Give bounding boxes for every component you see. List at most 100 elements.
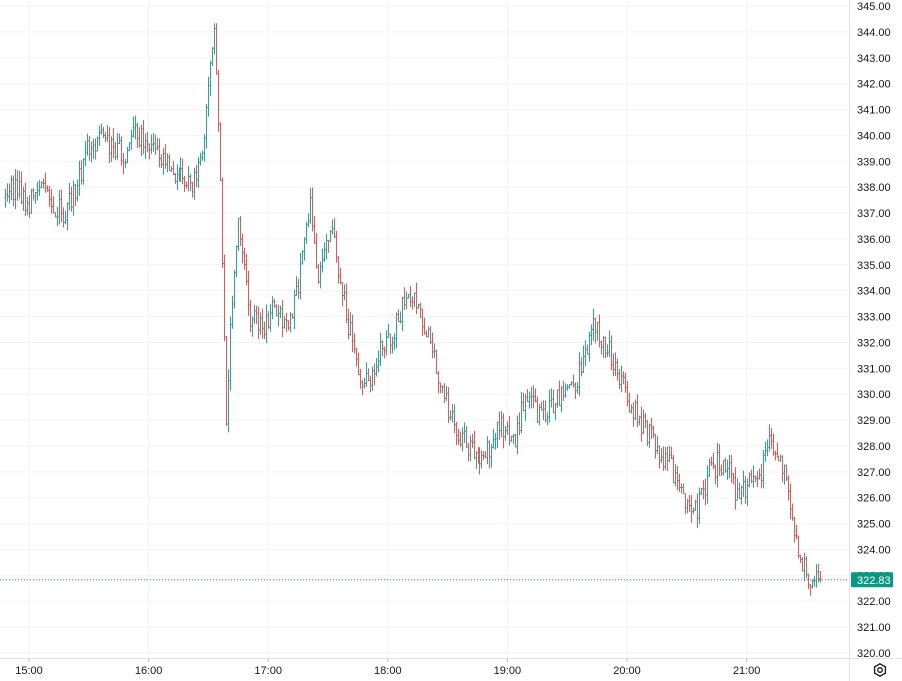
ohlc-bar (540, 401, 543, 411)
ohlc-bar (730, 454, 733, 483)
ohlc-bar (423, 317, 426, 335)
ohlc-bar (660, 447, 663, 463)
chart-settings-button[interactable] (869, 660, 891, 680)
ohlc-bar (237, 217, 240, 252)
ohlc-bar (193, 167, 196, 200)
ohlc-bar (463, 422, 466, 444)
ohlc-bar (506, 421, 509, 435)
ohlc-bar (779, 454, 782, 462)
ohlc-bar (299, 252, 302, 300)
y-tick-label: 345.00 (857, 1, 891, 13)
ohlc-bar (255, 305, 258, 324)
ohlc-bar (604, 336, 607, 359)
ohlc-bar (138, 127, 141, 148)
ohlc-bar (34, 191, 37, 204)
ohlc-bar (588, 331, 591, 362)
ohlc-bar (781, 455, 784, 483)
ohlc-bar (492, 429, 495, 449)
ohlc-bar (345, 283, 348, 324)
ohlc-bar (732, 473, 735, 485)
ohlc-bar (413, 292, 416, 308)
ohlc-bar (532, 385, 535, 409)
ohlc-bar (700, 487, 703, 496)
ohlc-bar (622, 371, 625, 385)
ohlc-bar (391, 336, 394, 354)
ohlc-bar (44, 172, 47, 193)
ohlc-bar (644, 412, 647, 429)
ohlc-bar (48, 185, 51, 207)
ohlc-bar (197, 156, 200, 188)
ohlc-bar (329, 230, 332, 243)
ohlc-bar (339, 267, 342, 285)
ohlc-bar (172, 161, 175, 175)
ohlc-bar (112, 127, 115, 159)
ohlc-bar (80, 160, 83, 185)
ohlc-bar (419, 302, 422, 319)
ohlc-bar (409, 286, 412, 308)
ohlc-bar (108, 127, 111, 164)
ohlc-bar (152, 133, 155, 152)
ohlc-bar (762, 449, 765, 489)
ohlc-bar (520, 391, 523, 434)
ohlc-bar (642, 409, 645, 435)
ohlc-bar (471, 434, 474, 449)
ohlc-bar (313, 216, 316, 244)
ohlc-bar (120, 136, 123, 166)
ohlc-bar (381, 340, 384, 357)
ohlc-bar (427, 326, 430, 338)
ohlc-bar (279, 305, 282, 318)
ohlc-bar (688, 494, 691, 512)
ohlc-bar (369, 375, 372, 393)
ohlc-bar (787, 475, 790, 501)
y-tick-label: 343.00 (857, 53, 891, 65)
ohlc-bar (508, 415, 511, 446)
y-tick-label: 339.00 (857, 156, 891, 168)
ohlc-bar (122, 153, 125, 175)
y-tick-label: 326.00 (857, 493, 891, 505)
ohlc-bar (170, 166, 173, 172)
ohlc-bar (174, 172, 177, 184)
ohlc-bar (148, 143, 151, 160)
ohlc-bar (118, 133, 121, 145)
ohlc-bar (375, 358, 378, 377)
ohlc-bar (760, 463, 763, 489)
ohlc-bar (271, 296, 274, 320)
ohlc-bar (630, 404, 633, 414)
ohlc-bar (702, 480, 705, 500)
ohlc-bar (285, 312, 288, 333)
ohlc-bar (38, 179, 41, 196)
ohlc-bar (104, 132, 107, 142)
ohlc-bar (377, 350, 380, 373)
ohlc-bar (231, 295, 234, 329)
ohlc-bar (706, 465, 709, 504)
ohlc-bar (68, 182, 71, 211)
ohlc-bar (690, 495, 693, 524)
ohlc-bar (146, 131, 149, 153)
ohlc-bar (783, 464, 786, 485)
ohlc-bar (433, 343, 436, 358)
ohlc-bar (646, 420, 649, 447)
ohlc-bar (195, 164, 198, 188)
ohlc-bar (201, 150, 204, 161)
ohlc-bar (544, 400, 547, 423)
ohlc-bar (287, 320, 290, 331)
y-tick-label: 322.00 (857, 596, 891, 608)
ohlc-bar (628, 392, 631, 413)
ohlc-bar (684, 493, 687, 515)
ohlc-bar (776, 442, 779, 458)
ohlc-bar (64, 210, 67, 225)
ohlc-bar (777, 455, 780, 462)
y-tick-label: 327.00 (857, 467, 891, 479)
ohlc-bar (809, 584, 812, 596)
ohlc-bar (14, 169, 17, 210)
ohlc-bar (564, 383, 567, 398)
ohlc-bar (154, 134, 157, 155)
ohlc-bar (672, 454, 675, 484)
ohlc-bar (289, 312, 292, 333)
ohlc-bar (233, 270, 236, 309)
ohlc-bar (736, 478, 739, 501)
ohlc-bar (722, 460, 725, 476)
ohlc-bar (785, 464, 788, 481)
ohlc-bar (205, 104, 208, 149)
